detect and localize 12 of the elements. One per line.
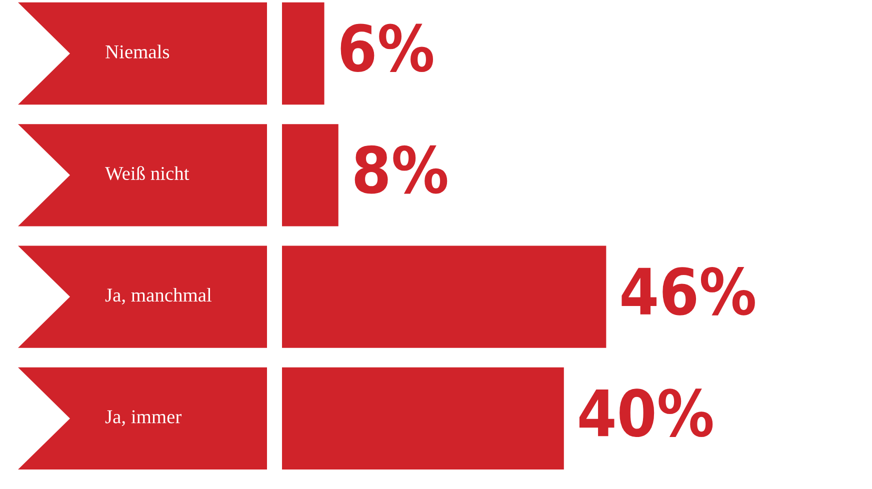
data-label: 6% xyxy=(340,24,434,72)
y-tick-label: Weiß nicht xyxy=(105,166,190,180)
bar xyxy=(282,367,564,470)
data-label: 46% xyxy=(622,267,755,316)
data-label: 8% xyxy=(354,145,448,194)
data-label: 40% xyxy=(579,388,713,437)
bar xyxy=(282,2,324,105)
bar xyxy=(282,246,606,348)
y-tick-label: Ja, manchmal xyxy=(105,288,212,304)
y-tick-label: Ja, immer xyxy=(105,410,182,426)
bar xyxy=(282,124,338,226)
y-tick-label: Niemals xyxy=(106,44,170,58)
